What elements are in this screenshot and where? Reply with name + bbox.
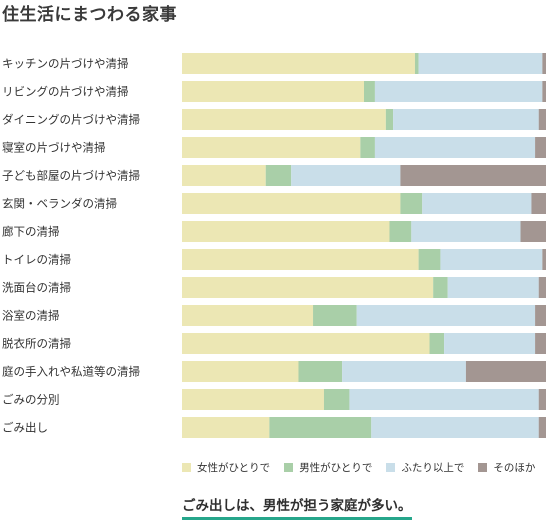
category-label: 廊下の清掃 [2,225,60,239]
bar-segment-series-3 [538,277,546,298]
legend-label: そのほか [493,462,536,474]
page-title: 住生活にまつわる家事 [2,5,177,25]
legend-swatch [386,463,396,472]
category-label: 庭の手入れや私道等の清掃 [2,365,140,379]
bar-segment-series-3 [535,305,546,326]
bar-segment-series-3 [542,81,546,102]
bar-segment-series-1 [414,53,419,74]
bar-segment-series-2 [422,193,532,214]
category-label: リビングの片づけや清掃 [2,85,129,99]
bar-segment-series-3 [542,53,546,74]
bar-segment-series-2 [374,81,543,102]
bar-segment-series-0 [182,221,390,242]
category-label: トイレの清掃 [2,253,71,267]
bar-segment-series-1 [298,361,343,382]
bar-segment-series-3 [520,221,546,242]
bar-segment-series-2 [418,53,543,74]
chart-note: ごみ出しは、男性が担う家庭が多い。 [182,494,412,520]
bar-segment-series-1 [418,249,441,270]
bar-segment-series-3 [535,137,546,158]
bar-segment-series-3 [531,193,546,214]
bar-segment-series-3 [538,417,546,438]
category-label: 洗面台の清掃 [2,281,71,295]
bar-segment-series-1 [265,165,292,186]
bar-segment-series-1 [385,109,394,130]
bar-segment-series-3 [538,109,546,130]
bar-segment-series-1 [269,417,372,438]
stacked-bar-chart: キッチンの片づけや清掃リビングの片づけや清掃ダイニングの片づけや清掃寝室の片づけ… [2,53,546,438]
legend-item: ふたり以上で [386,460,464,475]
category-label: キッチンの片づけや清掃 [2,57,129,71]
bar-segment-series-0 [182,249,419,270]
bar-segment-series-1 [313,305,357,326]
bar-segment-series-2 [349,389,539,410]
bar-segment-series-2 [447,277,539,298]
bar-segment-series-0 [182,277,434,298]
bar-segment-series-3 [542,249,546,270]
legend-label: 男性がひとりで [299,462,373,474]
category-label: ダイニングの片づけや清掃 [2,113,140,127]
bar-segment-series-3 [538,389,546,410]
legend-item: 女性がひとりで [182,460,270,475]
legend-swatch [478,463,488,472]
legend-item: 男性がひとりで [284,460,372,475]
bar-segment-series-1 [360,137,375,158]
bar-segment-series-3 [400,165,546,186]
bar-segment-series-3 [535,333,546,354]
legend-label: ふたり以上で [401,462,465,474]
bar-segment-series-1 [400,193,423,214]
bar-segment-series-2 [371,417,539,438]
category-label: ごみの分別 [2,393,60,407]
bar-segment-series-3 [465,361,546,382]
bar-segment-series-0 [182,305,314,326]
category-label: 浴室の清掃 [2,309,60,323]
legend-label: 女性がひとりで [197,462,271,474]
bar-segment-series-2 [411,221,521,242]
bar-segment-series-2 [440,249,543,270]
bar-segment-series-2 [356,305,536,326]
category-label: 子ども部屋の片づけや清掃 [2,169,140,183]
category-label: 寝室の片づけや清掃 [2,141,106,155]
bar-segment-series-0 [182,361,299,382]
bar-segment-series-0 [182,137,361,158]
bar-segment-series-0 [182,165,266,186]
category-label: ごみ出し [2,421,48,435]
bar-segment-series-2 [444,333,536,354]
bar-segment-series-0 [182,81,364,102]
legend-swatch [182,463,191,472]
bar-segment-series-2 [374,137,536,158]
bar-segment-series-0 [182,333,430,354]
bar-segment-series-1 [364,81,375,102]
bar-segment-series-2 [342,361,466,382]
bar-segment-series-0 [182,417,270,438]
bar-segment-series-1 [429,333,445,354]
category-label: 玄関・ベランダの清掃 [2,197,117,211]
category-label: 脱衣所の清掃 [2,337,71,351]
chart-legend: 女性がひとりで 男性がひとりで ふたり以上で そのほか [182,460,535,475]
bar-segment-series-1 [323,389,350,410]
bar-segment-series-2 [393,109,539,130]
bar-segment-series-2 [291,165,401,186]
bar-segment-series-1 [433,277,448,298]
bar-segment-series-1 [389,221,412,242]
legend-item: そのほか [478,460,535,475]
bar-segment-series-0 [182,389,324,410]
bar-segment-series-0 [182,53,415,74]
bar-segment-series-0 [182,193,401,214]
bar-segment-series-0 [182,109,386,130]
legend-swatch [284,463,294,472]
